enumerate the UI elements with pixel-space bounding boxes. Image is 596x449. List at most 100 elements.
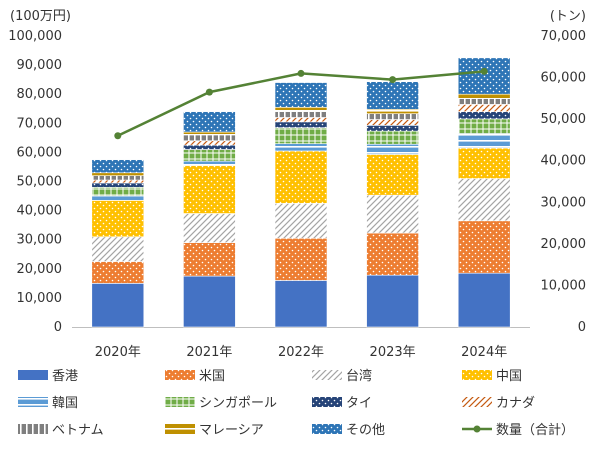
right-axis-tick-label: 10,000: [541, 278, 587, 293]
legend-swatch: [462, 397, 492, 407]
legend-label: 中国: [496, 369, 522, 384]
right-axis-tick-label: 50,000: [541, 112, 587, 127]
left-axis-tick-label: 60,000: [17, 145, 63, 160]
axes: 0 10,000 20,000 30,000 40,000 50,000 60,000 70,…: [8, 29, 586, 360]
x-axis-category-label: 2021年: [186, 345, 232, 360]
legend-label: その他: [346, 423, 385, 438]
legend-label: 数量（合計）: [496, 422, 574, 438]
total-quantity-point: [114, 132, 122, 140]
legend-line-marker: [473, 425, 481, 433]
legend-label: 米国: [199, 369, 225, 384]
left-axis-tick-label: 80,000: [17, 87, 63, 102]
bar-segment: [91, 187, 145, 197]
bar-segment: [274, 121, 328, 128]
left-axis-tick-label: 90,000: [17, 58, 63, 73]
x-axis-category-label: 2024年: [461, 345, 507, 360]
bar-segment: [91, 283, 145, 328]
legend-label: タイ: [346, 396, 372, 411]
bars: [91, 57, 511, 328]
left-axis-tick-label: 0: [54, 320, 62, 335]
bar-segment: [91, 195, 145, 201]
bar-segment: [457, 93, 511, 99]
legend-item: 中国: [462, 369, 522, 384]
bar-segment: [366, 113, 419, 120]
legend-item: 数量（合計）: [462, 422, 574, 438]
legend-item: ベトナム: [18, 423, 104, 438]
bar-segment: [366, 154, 419, 196]
bar-segment: [274, 117, 328, 123]
total-quantity-point: [205, 88, 213, 96]
legend-item: シンガポール: [165, 396, 277, 411]
left-axis-tick-label: 70,000: [17, 116, 63, 131]
bar-segment: [457, 98, 511, 105]
bar-segment: [91, 159, 145, 174]
bar-segment: [91, 172, 145, 176]
legend-item: その他: [312, 423, 385, 438]
left-axis-tick-label: 40,000: [17, 204, 63, 219]
bar-segment: [274, 203, 328, 239]
bar-segment: [274, 106, 328, 112]
bar-segment: [366, 232, 419, 276]
right-axis-tick-label: 60,000: [541, 71, 587, 86]
legend-swatch: [312, 424, 342, 434]
bar-segment: [457, 272, 511, 328]
bar-segment: [457, 111, 511, 120]
x-axis-category-label: 2023年: [370, 345, 416, 360]
legend-item: カナダ: [462, 396, 535, 411]
bar-segment: [183, 134, 236, 142]
legend-item: タイ: [312, 396, 372, 411]
bar-segment: [366, 130, 419, 145]
legend-swatch: [312, 397, 342, 407]
legend-label: カナダ: [496, 396, 535, 411]
legend-swatch: [312, 370, 342, 380]
left-axis-tick-label: 100,000: [8, 29, 62, 44]
bar-segment: [274, 82, 328, 108]
left-axis-tick-label: 50,000: [17, 175, 63, 190]
left-axis-tick-label: 20,000: [17, 262, 63, 277]
bar-segment: [366, 125, 419, 132]
bar-segment: [274, 111, 328, 118]
bar-segment: [183, 131, 236, 136]
bar-segment: [91, 236, 145, 262]
total-quantity-line: [114, 67, 488, 140]
bar-segment: [274, 237, 328, 281]
bar-segment: [457, 178, 511, 222]
legend-swatch: [462, 370, 492, 380]
bar-segment: [457, 104, 511, 112]
bar-segment: [91, 175, 145, 181]
legend-label: マレーシア: [199, 423, 264, 438]
bar-segment: [274, 127, 328, 144]
x-axis-category-label: 2022年: [278, 345, 324, 360]
legend-label: ベトナム: [52, 423, 104, 438]
bar-segment: [183, 111, 236, 133]
bar-segment: [91, 179, 145, 184]
bar-segment: [183, 149, 236, 162]
right-axis-tick-label: 30,000: [541, 195, 587, 210]
bar-segment: [183, 213, 236, 243]
legend-swatch: [18, 424, 48, 434]
bar-segment: [457, 118, 511, 134]
bar-segment: [91, 182, 145, 188]
bar-segment: [183, 140, 236, 146]
right-axis-tick-label: 0: [578, 320, 586, 335]
bar-segment: [274, 150, 328, 204]
bar-segment: [366, 194, 419, 234]
bar-segment: [183, 275, 236, 328]
legend-item: 香港: [18, 369, 78, 384]
legend-swatch: [18, 370, 48, 380]
legend-item: マレーシア: [165, 423, 264, 438]
left-axis-unit-label: (100万円): [10, 9, 71, 24]
legend-label: 韓国: [52, 396, 78, 411]
bar-segment: [457, 147, 511, 179]
legend-swatch: [18, 397, 48, 407]
bar-segment: [366, 119, 419, 126]
legend-swatch: [165, 370, 195, 380]
bar-segment: [274, 280, 328, 328]
legend-swatch: [165, 397, 195, 407]
bar-segment: [366, 274, 419, 328]
bar-segment: [457, 57, 511, 95]
left-axis-tick-label: 30,000: [17, 233, 63, 248]
